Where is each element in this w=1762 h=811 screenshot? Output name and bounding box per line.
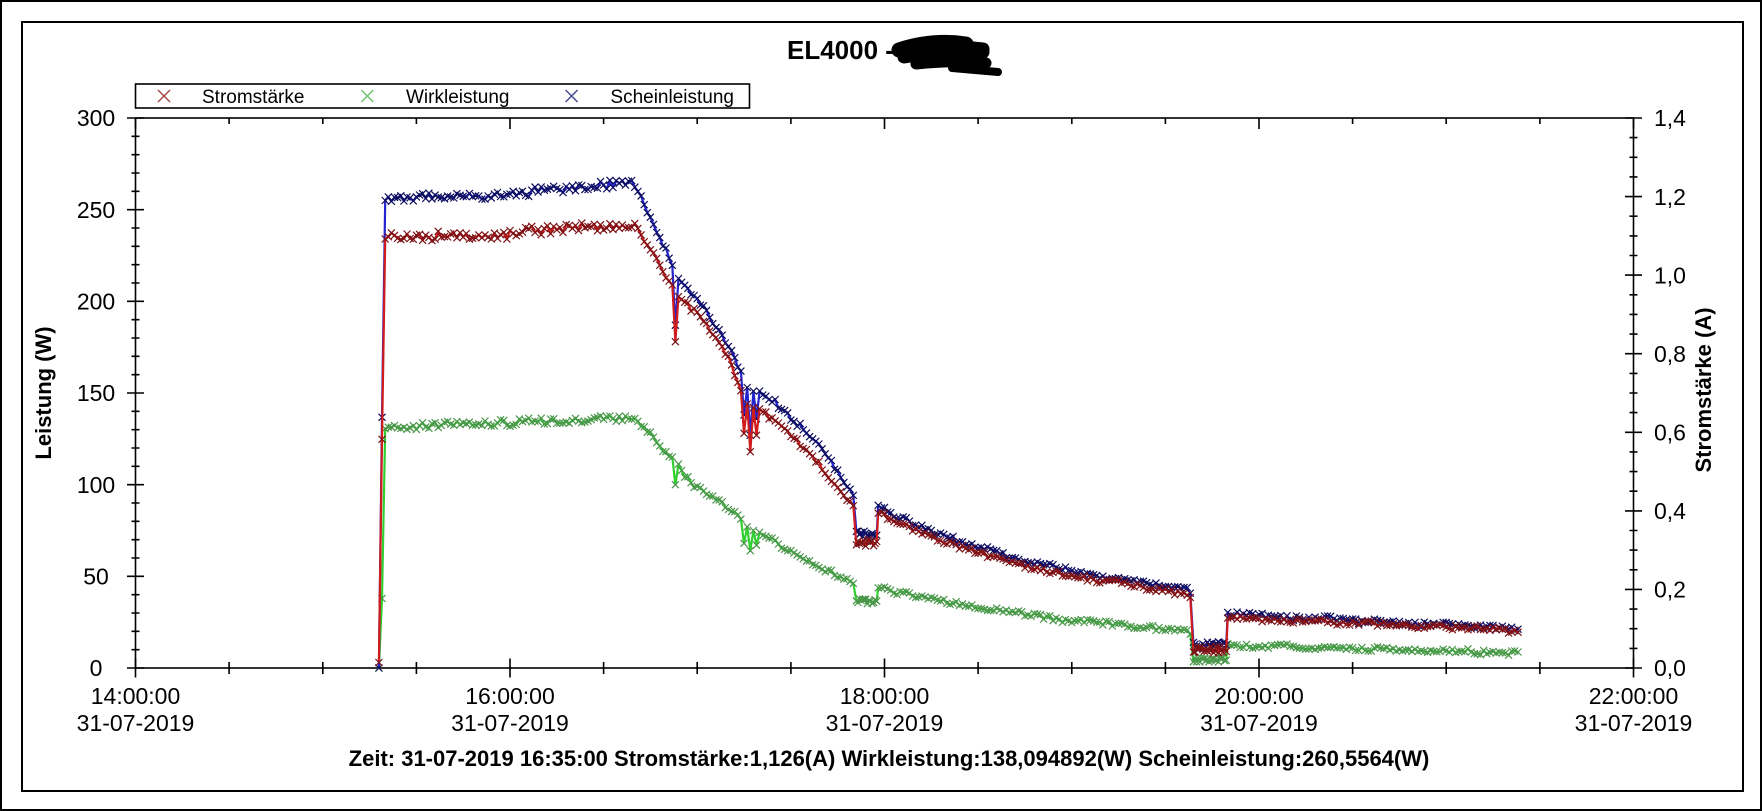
svg-text:1,2: 1,2 [1654,184,1686,210]
svg-text:150: 150 [77,380,115,406]
svg-text:0,6: 0,6 [1654,419,1686,445]
svg-text:16:00:00: 16:00:00 [465,683,555,709]
svg-text:0,4: 0,4 [1654,498,1686,524]
svg-text:20:00:00: 20:00:00 [1214,683,1304,709]
svg-text:31-07-2019: 31-07-2019 [77,710,195,736]
svg-text:Wirkleistung: Wirkleistung [406,87,509,108]
svg-text:18:00:00: 18:00:00 [840,683,930,709]
svg-text:31-07-2019: 31-07-2019 [826,710,944,736]
svg-text:1,0: 1,0 [1654,262,1686,288]
svg-text:Stromstärke (A): Stromstärke (A) [1691,307,1716,472]
svg-text:250: 250 [77,197,115,223]
svg-text:EL4000 -: EL4000 - [787,35,894,65]
svg-text:0,2: 0,2 [1654,577,1686,603]
svg-text:31-07-2019: 31-07-2019 [1575,710,1693,736]
svg-text:31-07-2019: 31-07-2019 [451,710,569,736]
svg-text:0,8: 0,8 [1654,341,1686,367]
svg-text:Zeit: 31-07-2019 16:35:00 Stro: Zeit: 31-07-2019 16:35:00 Stromstärke:1,… [349,746,1430,771]
svg-text:0: 0 [90,655,103,681]
svg-text:22:00:00: 22:00:00 [1589,683,1679,709]
svg-text:Scheinleistung: Scheinleistung [610,87,734,108]
svg-text:100: 100 [77,472,115,498]
svg-text:300: 300 [77,105,115,131]
svg-text:Stromstärke: Stromstärke [202,87,304,108]
svg-text:0,0: 0,0 [1654,655,1686,681]
svg-text:Leistung (W): Leistung (W) [31,326,56,459]
svg-text:200: 200 [77,289,115,315]
svg-text:14:00:00: 14:00:00 [91,683,181,709]
svg-text:31-07-2019: 31-07-2019 [1200,710,1318,736]
svg-text:50: 50 [83,564,109,590]
svg-text:1,4: 1,4 [1654,105,1686,131]
